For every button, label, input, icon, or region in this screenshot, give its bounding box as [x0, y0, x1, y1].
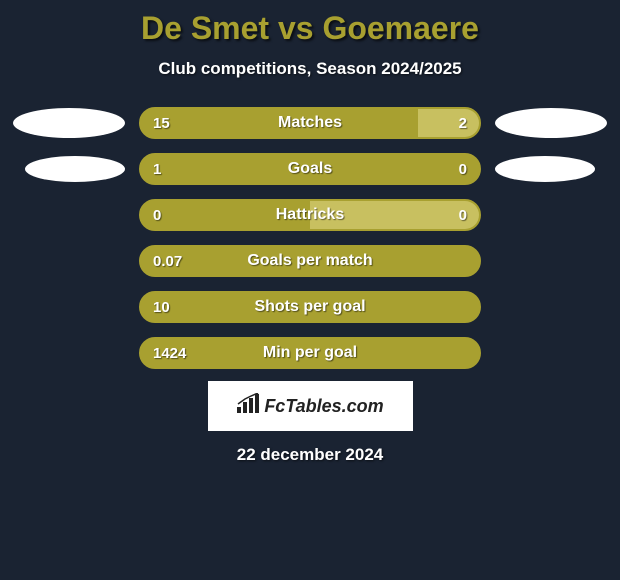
stat-row: Shots per goal10: [0, 291, 620, 323]
stat-row: Matches15 2: [0, 107, 620, 139]
stat-value-left: 1: [153, 155, 161, 183]
stats-bars: Matches152Goals10Hattricks00Goals per ma…: [0, 107, 620, 369]
stat-value-left: 10: [153, 293, 170, 321]
stat-value-left: 0.07: [153, 247, 182, 275]
stat-value-right: 0: [459, 201, 467, 229]
player-avatar-right: [495, 156, 595, 182]
stat-label: Hattricks: [141, 201, 479, 229]
stat-label: Goals per match: [141, 247, 479, 275]
stat-value-right: 2: [459, 109, 467, 137]
stat-label: Min per goal: [141, 339, 479, 367]
player-avatar-left: [13, 108, 125, 138]
stat-row: Min per goal1424: [0, 337, 620, 369]
footer-badge: FcTables.com: [208, 381, 413, 431]
stat-label: Shots per goal: [141, 293, 479, 321]
stat-bar: Goals per match0.07: [139, 245, 481, 277]
stat-bar: Hattricks0 0: [139, 199, 481, 231]
stat-value-left: 1424: [153, 339, 186, 367]
stat-bar: Shots per goal10: [139, 291, 481, 323]
footer-date: 22 december 2024: [0, 445, 620, 465]
stat-row: Goals1 0: [0, 153, 620, 185]
stat-value-left: 0: [153, 201, 161, 229]
subtitle: Club competitions, Season 2024/2025: [0, 59, 620, 79]
stat-value-right: 0: [459, 155, 467, 183]
stat-value-left: 15: [153, 109, 170, 137]
stat-bar: Matches15 2: [139, 107, 481, 139]
chart-icon: [236, 393, 260, 420]
stat-label: Matches: [141, 109, 479, 137]
stat-bar: Min per goal1424: [139, 337, 481, 369]
stat-row: Goals per match0.07: [0, 245, 620, 277]
stat-bar: Goals1 0: [139, 153, 481, 185]
stat-label: Goals: [141, 155, 479, 183]
page-title: De Smet vs Goemaere: [0, 10, 620, 47]
player-avatar-left: [25, 156, 125, 182]
player-avatar-right: [495, 108, 607, 138]
stat-row: Hattricks0 0: [0, 199, 620, 231]
brand-text: FcTables.com: [264, 396, 383, 417]
